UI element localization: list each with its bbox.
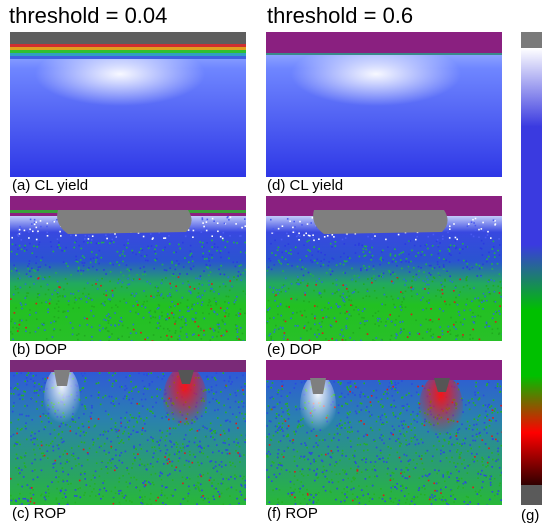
panel-b-label: (b) DOP (12, 341, 68, 358)
panel-e-label: (e) DOP (267, 341, 323, 358)
panel-e-dop-map (266, 196, 502, 341)
panel-c-rop-map (10, 360, 246, 505)
title-threshold-high: threshold = 0.6 (267, 3, 414, 28)
panel-a-cl-yield-map (10, 32, 246, 177)
panel-f-rop-map (266, 360, 502, 505)
panel-c-label: (c) ROP (12, 505, 67, 522)
panel-b-dop-map (10, 196, 246, 341)
colorbar (521, 32, 542, 505)
panel-d-cl-yield-map (266, 32, 502, 177)
panel-a-label: (a) CL yield (12, 177, 89, 194)
colorbar-label: (g) (521, 507, 540, 524)
panel-f-label: (f) ROP (267, 505, 318, 522)
panel-d-label: (d) CL yield (267, 177, 344, 194)
title-threshold-low: threshold = 0.04 (9, 3, 168, 28)
